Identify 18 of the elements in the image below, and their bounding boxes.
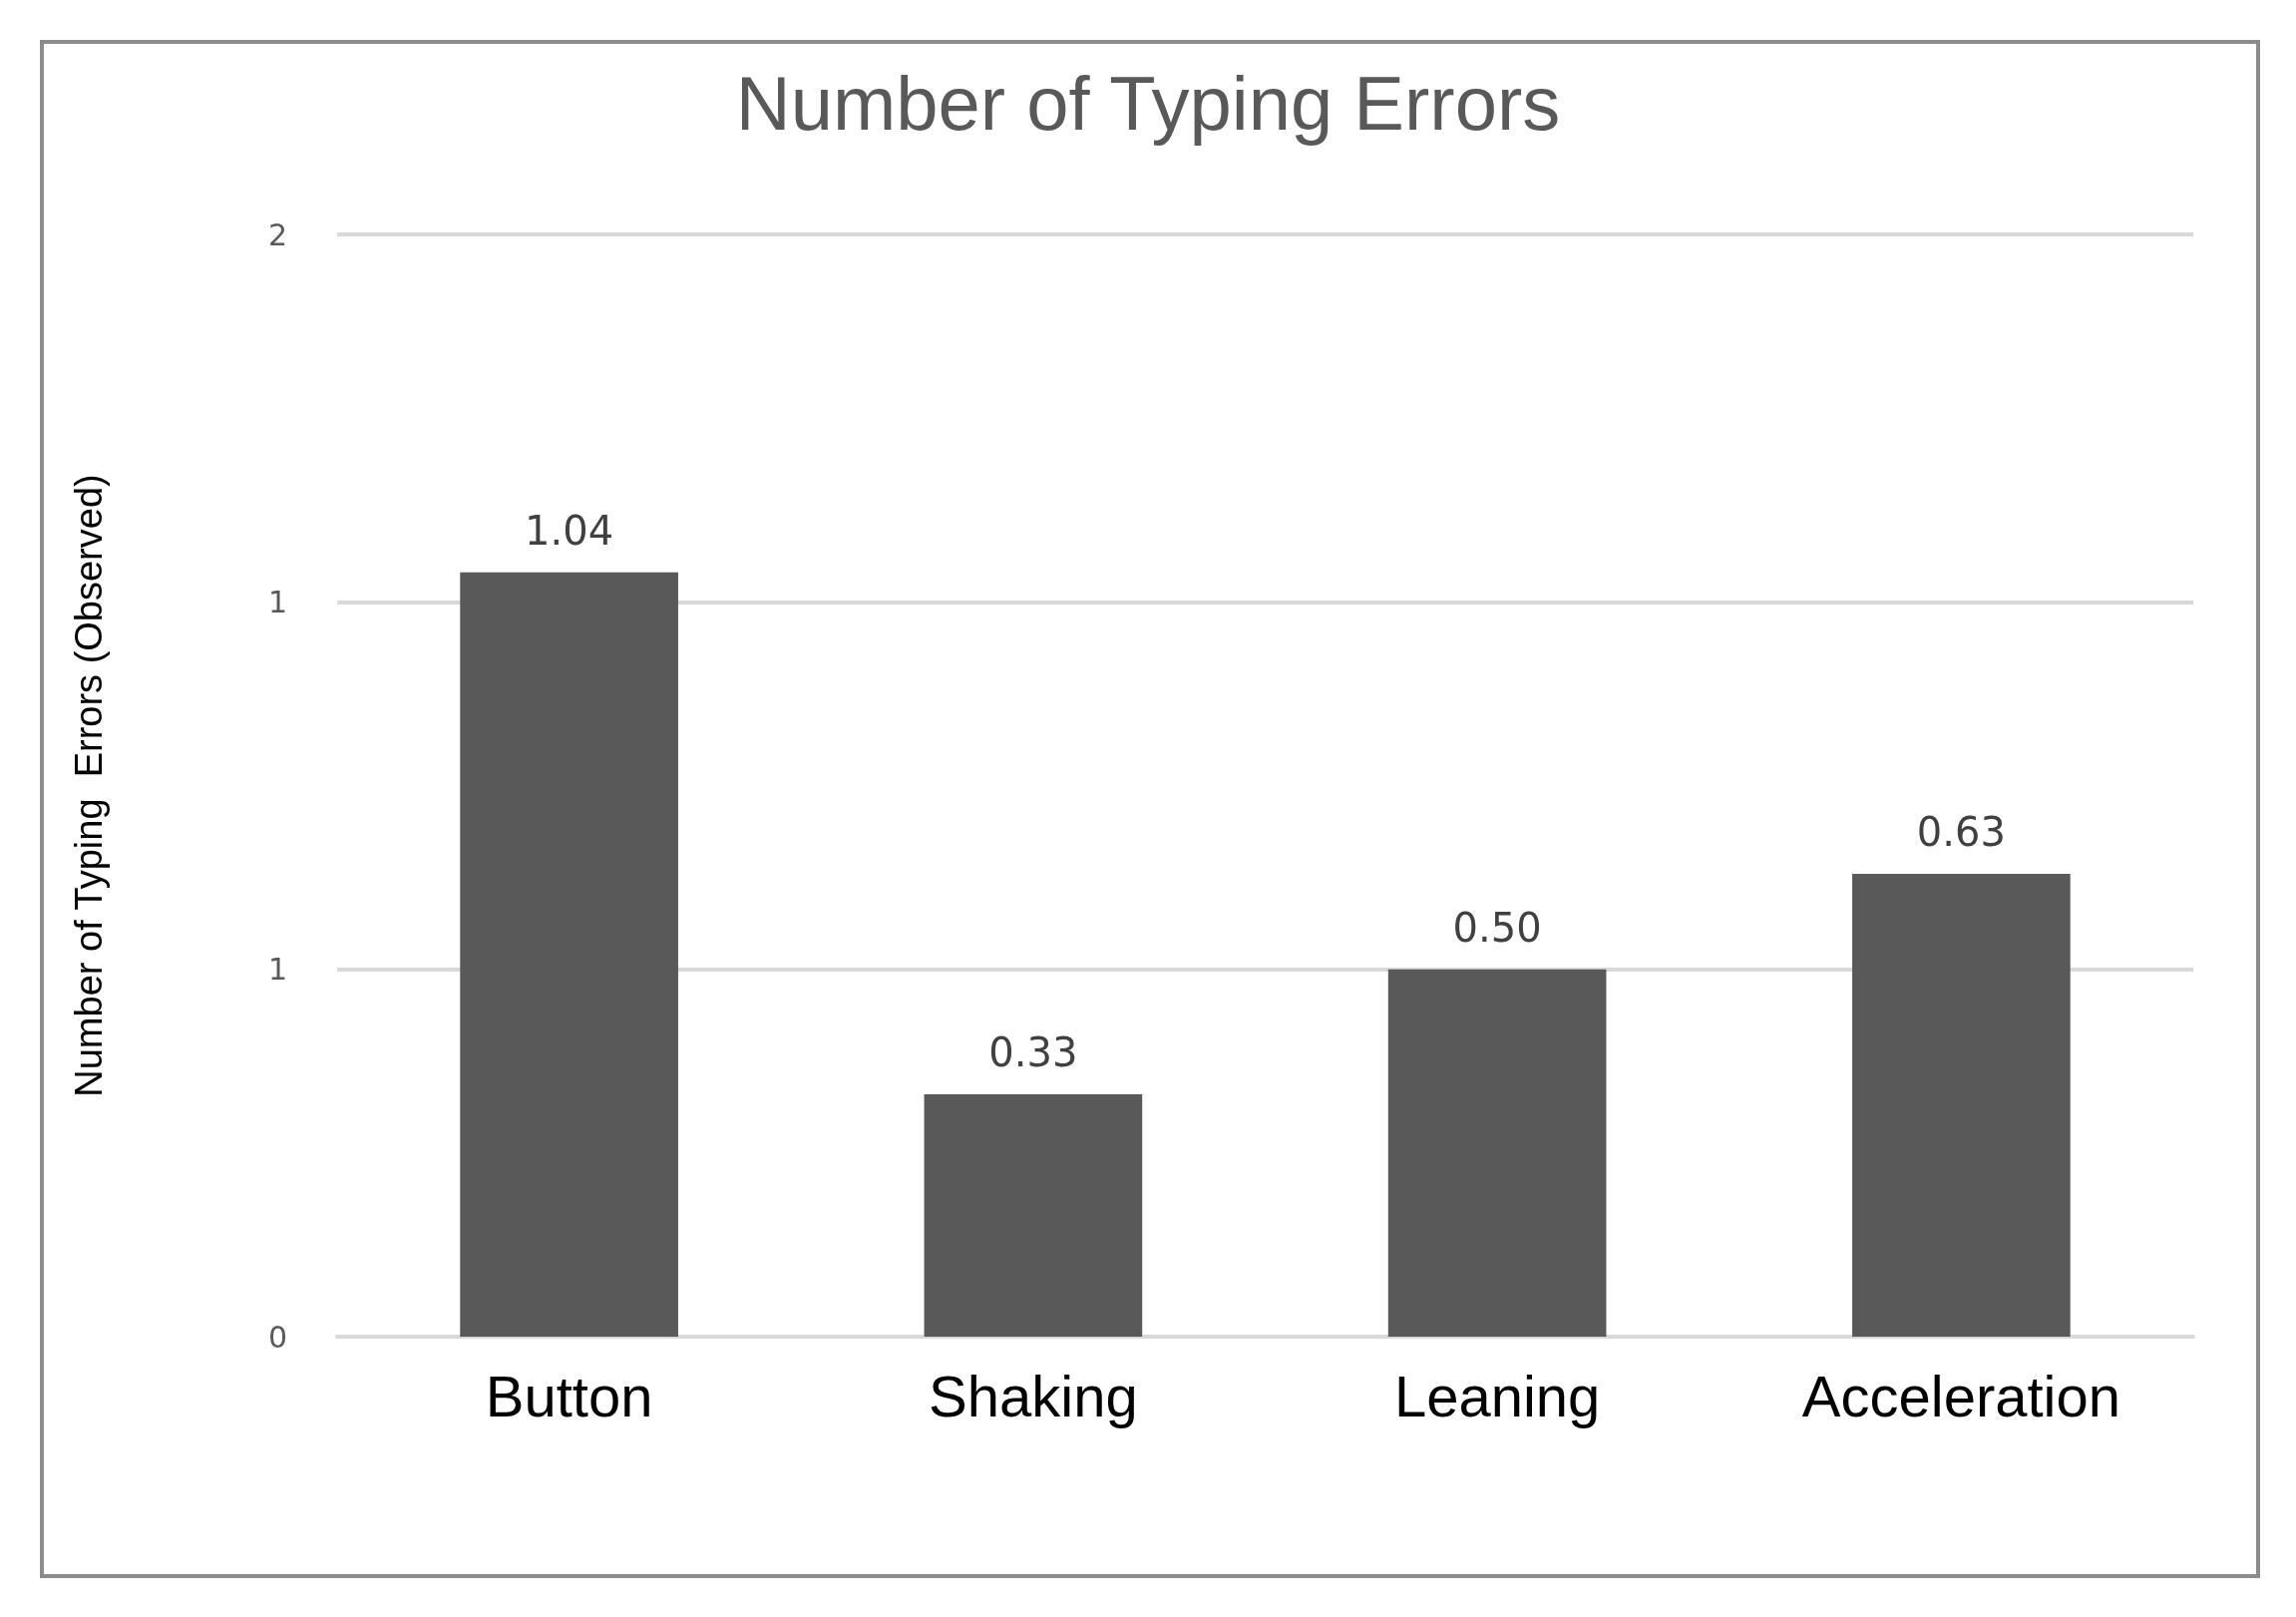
y-axis-title: Number of Typing Errors (Observed)	[68, 474, 110, 1097]
y-tick-label: 1	[267, 952, 287, 988]
y-tick-label: 2	[267, 216, 287, 252]
data-label: 0.63	[1916, 808, 2006, 855]
x-tick-label: Button	[485, 1363, 653, 1428]
bar	[460, 572, 678, 1337]
x-tick-label: Shaking	[929, 1363, 1138, 1428]
bar	[1852, 873, 2071, 1337]
y-tick-label: 0	[267, 1319, 287, 1355]
x-tick-label: Acceleration	[1801, 1363, 2120, 1428]
x-tick-label: Leaning	[1393, 1363, 1601, 1428]
data-label: 0.50	[1452, 904, 1542, 951]
bar	[924, 1093, 1143, 1337]
chart-title: Number of Typing Errors	[735, 60, 1561, 146]
data-label: 1.04	[525, 507, 614, 554]
y-tick-label: 1	[267, 584, 287, 619]
bar	[1387, 969, 1607, 1337]
data-label: 0.33	[988, 1028, 1078, 1075]
